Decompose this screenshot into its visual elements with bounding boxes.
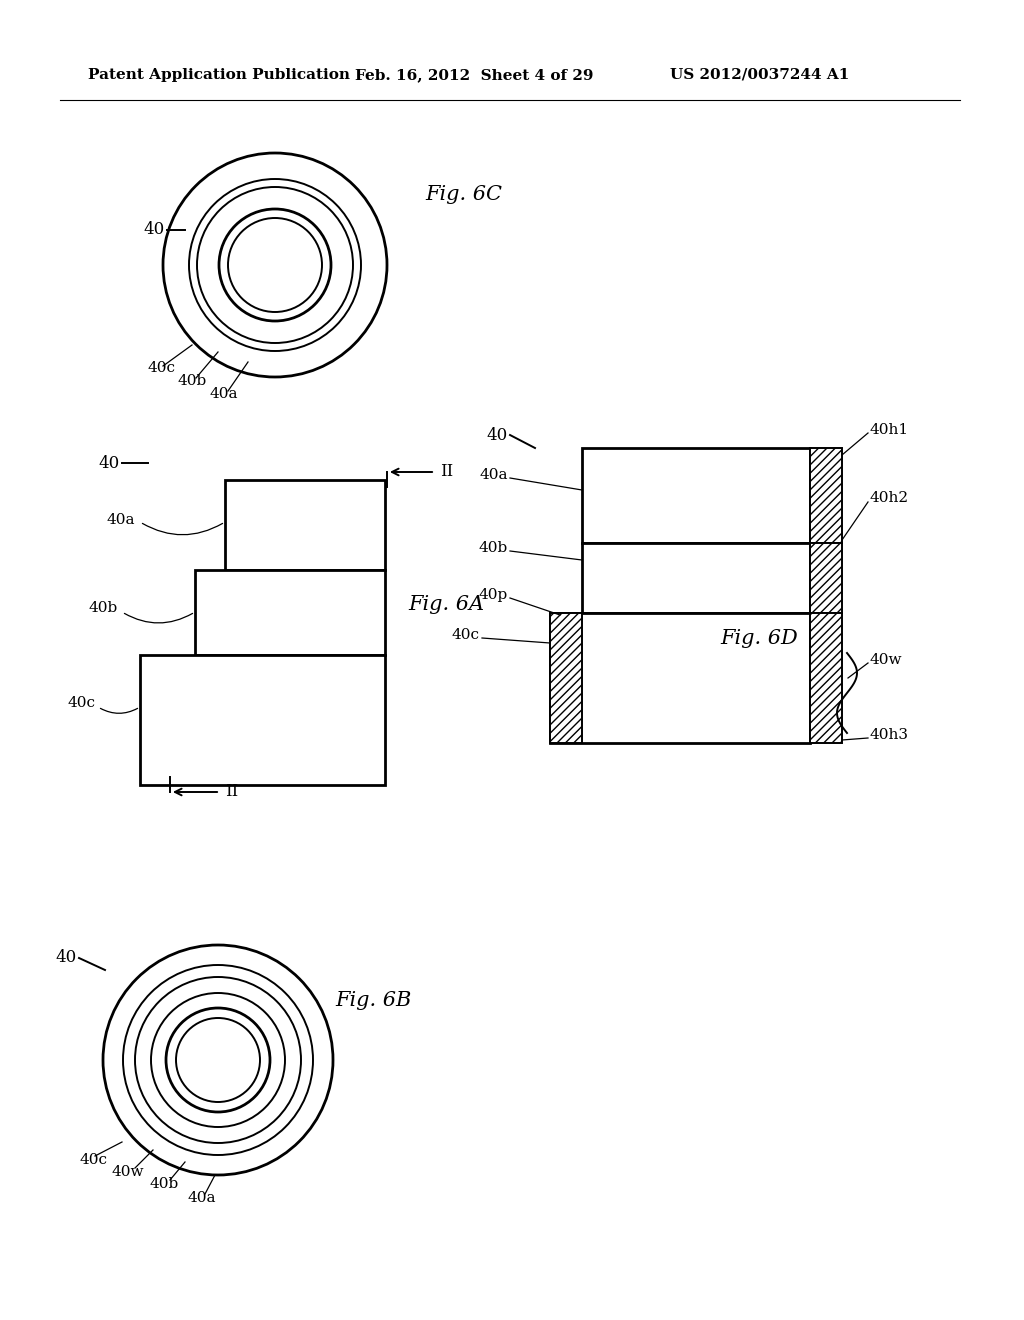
Text: 40w: 40w [870, 653, 902, 667]
Text: 40: 40 [55, 949, 77, 966]
Text: 40c: 40c [80, 1152, 108, 1167]
Text: 40c: 40c [67, 696, 95, 710]
Bar [582, 447, 810, 543]
Bar [810, 543, 842, 612]
Text: 40a: 40a [479, 469, 508, 482]
Text: 40a: 40a [188, 1191, 216, 1205]
Text: 40p: 40p [479, 587, 508, 602]
Bar [550, 612, 810, 743]
Bar [810, 612, 842, 743]
Text: 40h3: 40h3 [870, 729, 909, 742]
Text: 40: 40 [98, 454, 120, 471]
Text: 40: 40 [143, 222, 165, 239]
Text: Fig. 6A: Fig. 6A [408, 595, 484, 615]
Text: II: II [225, 784, 239, 800]
Bar [195, 570, 385, 655]
Bar [582, 543, 810, 612]
Text: 40b: 40b [89, 601, 118, 615]
Text: 40c: 40c [452, 628, 480, 642]
Text: 40b: 40b [150, 1177, 179, 1191]
Text: 40b: 40b [479, 541, 508, 554]
Bar [550, 612, 582, 743]
Text: 40a: 40a [106, 513, 135, 527]
Text: II: II [440, 463, 454, 480]
Text: 40b: 40b [178, 374, 207, 388]
Text: 40h2: 40h2 [870, 491, 909, 506]
Text: 40: 40 [486, 426, 508, 444]
Text: Fig. 6D: Fig. 6D [720, 628, 798, 648]
Text: US 2012/0037244 A1: US 2012/0037244 A1 [670, 69, 849, 82]
Text: Patent Application Publication: Patent Application Publication [88, 69, 350, 82]
Text: Fig. 6B: Fig. 6B [335, 990, 412, 1010]
Bar [810, 447, 842, 543]
Text: 40a: 40a [210, 387, 239, 401]
Text: 40c: 40c [148, 360, 176, 375]
Text: 40h1: 40h1 [870, 422, 909, 437]
Text: 40w: 40w [112, 1166, 144, 1179]
Text: Feb. 16, 2012  Sheet 4 of 29: Feb. 16, 2012 Sheet 4 of 29 [355, 69, 594, 82]
Bar [225, 480, 385, 570]
Text: Fig. 6C: Fig. 6C [425, 186, 502, 205]
Bar [140, 655, 385, 785]
